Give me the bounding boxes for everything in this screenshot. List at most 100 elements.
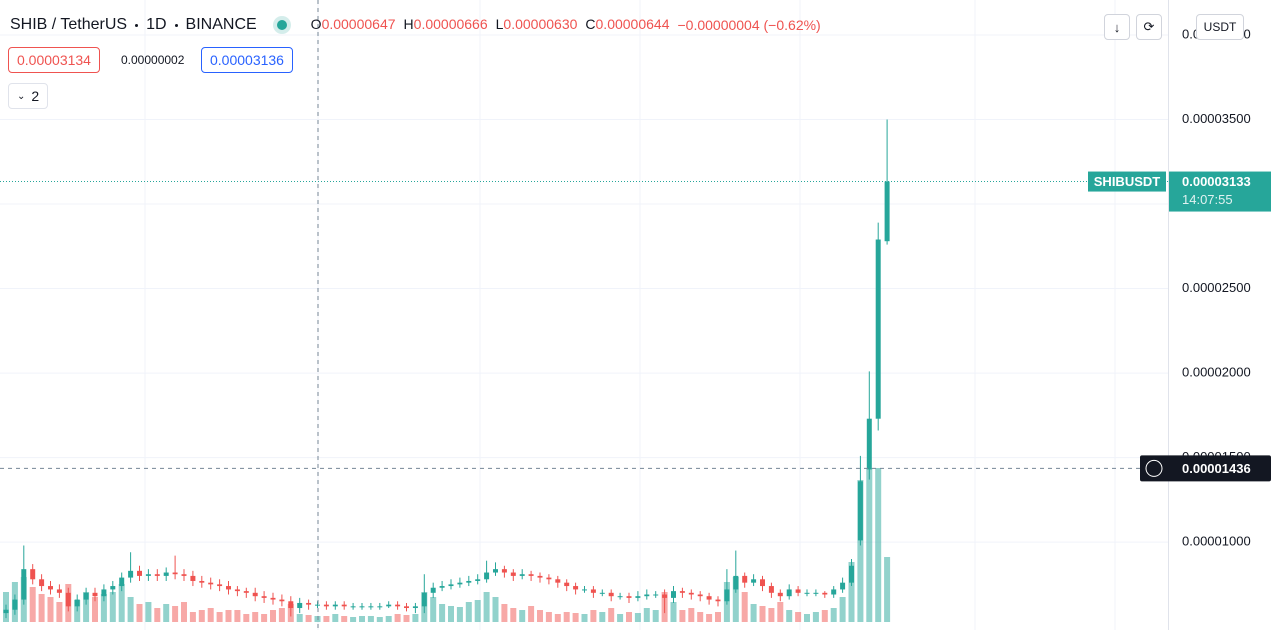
volume-bar [296,614,303,622]
candle-body [884,181,890,242]
volume-bar [474,600,481,622]
candle-body [671,591,676,598]
volume-bar [207,608,214,622]
candle-body [172,572,178,575]
volume-bar [697,612,704,622]
volume-bar [465,602,472,622]
candle-body [83,592,89,600]
volume-bar [830,608,837,622]
volume-bar [857,480,864,622]
candle-body [608,592,614,597]
candle-body [65,592,71,607]
volume-bar [403,615,410,622]
ohlc-value: 0.00000666 [413,16,488,32]
volume-bar [136,604,143,622]
volume-bar [100,594,107,622]
volume-bar [804,614,810,622]
candle-body [137,570,142,576]
candle-body [493,569,498,573]
sell-button[interactable]: 0.00003134 [8,47,100,73]
volume-bar [483,592,490,622]
candle-body [857,481,863,541]
candle-body [582,589,587,591]
volume-bar [394,614,401,622]
download-button[interactable]: ↓ [1104,14,1130,40]
candle-body [510,572,516,576]
volume-bar [154,608,161,622]
candle-body [30,569,36,580]
y-tick-label: 0.00002500 [1182,280,1251,295]
candle-body [822,592,828,595]
candle-body [261,596,267,598]
candle-body [110,586,116,590]
candle-body [92,592,98,597]
candle-body [315,604,320,606]
ohlc-label: H [403,16,414,32]
candle-body [662,594,668,598]
currency-button[interactable]: USDT [1196,14,1244,40]
volume-bar [350,617,357,622]
y-tick-label: 0.00003500 [1182,111,1251,126]
volume-bar [127,597,134,622]
candle-body [199,580,205,583]
volume-bar [243,614,250,622]
volume-bar [812,612,819,622]
volume-bar [439,604,446,622]
candle-body [768,586,774,593]
candle-body [831,589,837,595]
ohlc-item: C0.00000644 [585,16,669,32]
candle-body [145,574,151,576]
candle-body [626,596,632,598]
volume-bar [510,608,517,622]
volume-bar [189,612,196,622]
candle-body [439,586,445,588]
volume-bar [163,604,170,622]
candle-body [501,569,507,573]
y-tick-label: 0.00002000 [1182,365,1251,380]
candle-body [715,599,721,602]
last-price-label: 0.00003133 [1182,174,1251,189]
candle-body [226,586,231,590]
volume-bar [261,614,268,622]
candle-body [48,586,53,590]
volume-bar [83,592,90,622]
candle-body [297,602,303,609]
volume-bar [109,592,116,622]
volume-bar [670,602,677,622]
candle-body [697,594,703,597]
volume-bar [56,602,63,622]
candle-body [154,574,160,576]
volume-bar [786,610,793,622]
volume-bar [225,610,232,622]
symbol: SHIB / TetherUS [10,16,128,33]
candle-body [368,606,374,608]
candle-body [804,592,810,594]
candle-body [56,589,62,593]
candle-body [795,589,801,593]
candle-body [866,418,872,470]
candle-body [21,569,27,600]
volume-bar [777,602,784,622]
crosshair-label-bg [1140,455,1271,482]
candle-body [243,591,249,593]
ohlc-value: 0.00000647 [321,16,396,32]
candle-body [306,602,312,605]
ohlc-values: O0.00000647 H0.00000666 L0.00000630 C0.0000… [311,16,678,34]
candle-body [457,582,463,585]
candle-body [386,604,392,607]
add-button [1145,459,1163,477]
volume-bar [679,610,686,622]
refresh-button[interactable]: ⟳ [1136,14,1162,40]
candle-body [519,574,525,576]
volume-bar [608,608,615,622]
candle-body [760,579,765,587]
candle-body [653,594,659,596]
buy-button[interactable]: 0.00003136 [201,47,293,73]
indicators-toggle[interactable]: ⌄ 2 [8,83,49,109]
candle-body [234,589,240,592]
candle-body [635,596,641,598]
volume-bar [385,616,392,622]
candle-body [101,589,107,597]
volume-bar [47,597,54,622]
candle-body [599,592,605,594]
